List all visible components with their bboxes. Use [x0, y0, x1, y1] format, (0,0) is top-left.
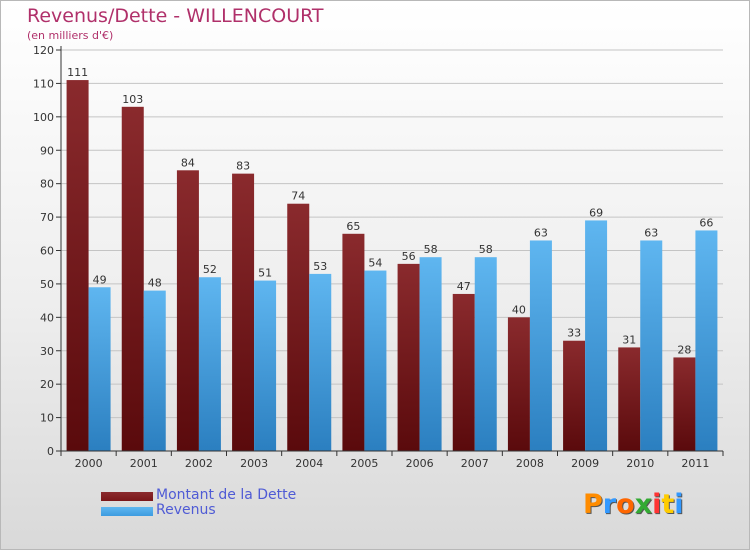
y-tick-label: 70	[40, 211, 54, 224]
bar-revenus	[88, 287, 111, 451]
bar-revenus	[254, 280, 277, 451]
data-label-debt: 83	[236, 160, 250, 173]
bar-revenus	[143, 290, 166, 451]
y-tick-label: 80	[40, 178, 54, 191]
bar-debt	[507, 317, 530, 451]
data-label-revenus: 53	[313, 260, 327, 273]
data-label-debt: 40	[512, 303, 526, 316]
logo-letter: i	[652, 489, 662, 520]
logo-letter: o	[616, 489, 635, 520]
x-tick-label: 2011	[681, 457, 709, 470]
legend-swatch-debt	[101, 492, 153, 501]
bar-debt	[232, 173, 255, 451]
bar-debt	[66, 80, 89, 451]
bar-debt	[673, 357, 696, 451]
y-tick-label: 20	[40, 378, 54, 391]
bar-debt	[287, 203, 310, 451]
proxiti-logo: Proxiti	[583, 489, 684, 520]
bar-debt	[397, 263, 420, 451]
bar-revenus	[640, 240, 663, 451]
data-label-revenus: 48	[148, 277, 162, 290]
data-label-debt: 33	[567, 327, 581, 340]
y-tick-label: 30	[40, 345, 54, 358]
y-tick-label: 120	[33, 44, 54, 57]
y-tick-label: 0	[47, 445, 54, 458]
bar-revenus	[529, 240, 552, 451]
bar-revenus	[364, 270, 387, 451]
data-label-revenus: 69	[589, 206, 603, 219]
bar-debt	[563, 340, 586, 451]
x-tick-label: 2002	[185, 457, 213, 470]
bar-revenus	[198, 277, 221, 451]
bar-debt	[121, 106, 144, 451]
y-tick-label: 50	[40, 278, 54, 291]
bar-revenus	[585, 220, 608, 451]
bar-debt	[618, 347, 641, 451]
bar-debt	[176, 170, 199, 452]
x-tick-label: 2000	[75, 457, 103, 470]
legend-label-debt: Montant de la Dette	[156, 487, 297, 503]
y-tick-label: 40	[40, 311, 54, 324]
data-label-revenus: 63	[534, 226, 548, 239]
data-label-debt: 28	[677, 343, 691, 356]
x-tick-label: 2006	[406, 457, 434, 470]
legend-swatch-revenus	[101, 507, 153, 516]
data-label-revenus: 63	[644, 226, 658, 239]
y-tick-label: 90	[40, 144, 54, 157]
data-label-revenus: 58	[479, 243, 493, 256]
logo-letter: P	[583, 489, 603, 520]
bar-revenus	[309, 273, 332, 451]
data-label-debt: 47	[457, 280, 471, 293]
bar-debt	[452, 293, 475, 451]
y-tick-label: 100	[33, 111, 54, 124]
data-label-debt: 74	[291, 190, 305, 203]
y-tick-label: 60	[40, 245, 54, 258]
logo-letter: r	[602, 489, 617, 520]
data-label-revenus: 51	[258, 267, 272, 280]
data-label-debt: 84	[181, 156, 195, 169]
x-tick-label: 2001	[130, 457, 158, 470]
data-label-revenus: 54	[368, 257, 382, 270]
chart-title: Revenus/Dette - WILLENCOURT	[27, 5, 324, 27]
bar-revenus	[419, 257, 442, 451]
logo-letter: t	[661, 489, 675, 520]
data-label-debt: 31	[622, 333, 636, 346]
data-label-debt: 103	[122, 93, 143, 106]
data-label-debt: 56	[402, 250, 416, 263]
logo-letter: x	[634, 489, 653, 520]
chart-subtitle: (en milliers d'€)	[27, 29, 114, 42]
x-tick-label: 2004	[295, 457, 323, 470]
data-label-revenus: 58	[424, 243, 438, 256]
bar-revenus	[695, 230, 718, 451]
x-tick-label: 2003	[240, 457, 268, 470]
x-tick-label: 2009	[571, 457, 599, 470]
data-label-revenus: 52	[203, 263, 217, 276]
y-tick-label: 110	[33, 77, 54, 90]
bar-debt	[342, 233, 365, 451]
bar-revenus	[474, 257, 497, 451]
x-tick-label: 2007	[461, 457, 489, 470]
legend-label-revenus: Revenus	[156, 502, 216, 518]
data-label-debt: 65	[346, 220, 360, 233]
logo-letter: i	[674, 489, 684, 520]
y-tick-label: 10	[40, 412, 54, 425]
x-tick-label: 2005	[350, 457, 378, 470]
x-tick-label: 2010	[626, 457, 654, 470]
data-label-revenus: 49	[93, 273, 107, 286]
data-label-revenus: 66	[699, 216, 713, 229]
data-label-debt: 111	[67, 66, 88, 79]
x-tick-label: 2008	[516, 457, 544, 470]
